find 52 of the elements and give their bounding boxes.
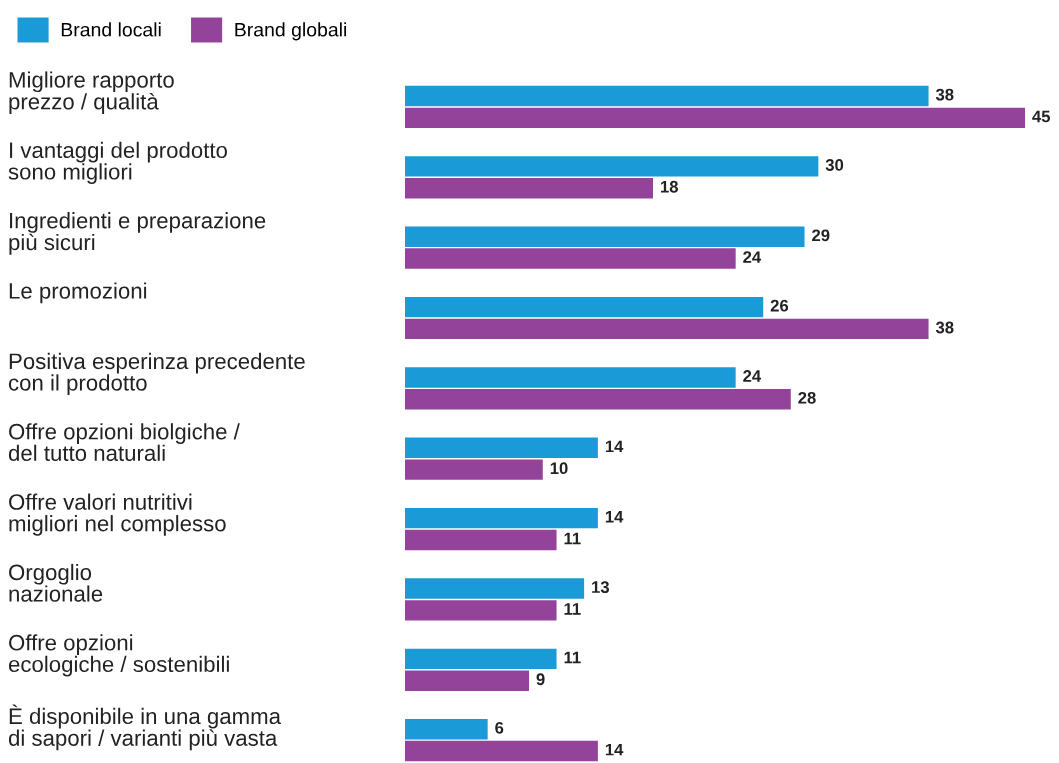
data-label: 11: [564, 603, 581, 615]
y-tick-label: I vantaggi del prodotto sono migliori: [8, 141, 227, 184]
data-label: 14: [605, 743, 624, 756]
data-label: 18: [660, 180, 678, 193]
y-tick-label: Migliore rapporto prezzo / qualità: [9, 71, 174, 114]
data-label: 28: [798, 391, 816, 404]
data-label: 38: [935, 321, 954, 334]
bar: [405, 248, 736, 269]
bar: [405, 156, 819, 177]
bar: [405, 437, 598, 459]
data-label: 30: [825, 159, 844, 171]
data-label: 14: [605, 440, 624, 453]
bar: [405, 389, 791, 410]
y-tick-label: Offre opzioni biolgiche / del tutto naturali: [8, 423, 240, 462]
bar: [405, 367, 736, 388]
data-label: 11: [564, 532, 581, 545]
data-label: 6: [495, 721, 504, 734]
bar: [405, 648, 557, 670]
y-tick-label: Le promozioni: [9, 282, 147, 304]
data-label: 24: [743, 370, 762, 382]
legend-label: Brand globali: [235, 22, 347, 41]
data-label: 9: [536, 673, 545, 686]
y-tick-label: Orgoglio nazionale: [9, 563, 103, 602]
data-label: 26: [770, 299, 789, 312]
data-label: 38: [935, 88, 954, 101]
y-tick-label: Ingredienti e preparazione più sicuri: [9, 212, 266, 255]
bar: [405, 670, 529, 691]
y-tick-label: È disponibile in una gamma di sapori / varianti più vasta: [8, 704, 281, 751]
data-label: 13: [592, 581, 609, 594]
data-label: 11: [564, 651, 581, 664]
legend-label: Brand locali: [61, 22, 161, 37]
data-label: 14: [605, 511, 624, 523]
bar: [405, 578, 585, 599]
bar: [405, 178, 653, 199]
bar: [405, 85, 929, 107]
data-label: 29: [812, 229, 830, 242]
bar: [405, 226, 805, 247]
bar: [405, 719, 488, 740]
bar: [405, 740, 598, 762]
y-tick-label: Offre valori nutritivi migliori nel complesso: [9, 493, 226, 536]
bar: [405, 296, 764, 318]
bar: [405, 507, 598, 529]
bar: [405, 318, 929, 340]
bar: [405, 529, 557, 551]
data-label: 10: [550, 462, 568, 475]
bar: [405, 600, 557, 621]
data-label: 24: [743, 251, 762, 263]
y-tick-label: Offre opzioni ecologiche / sostenibili: [8, 634, 229, 677]
y-tick-label: Positiva esperinza precedente con il prodotto: [8, 352, 305, 396]
bar: [405, 107, 1025, 129]
data-label: 45: [1032, 110, 1051, 123]
bar: [405, 459, 543, 480]
